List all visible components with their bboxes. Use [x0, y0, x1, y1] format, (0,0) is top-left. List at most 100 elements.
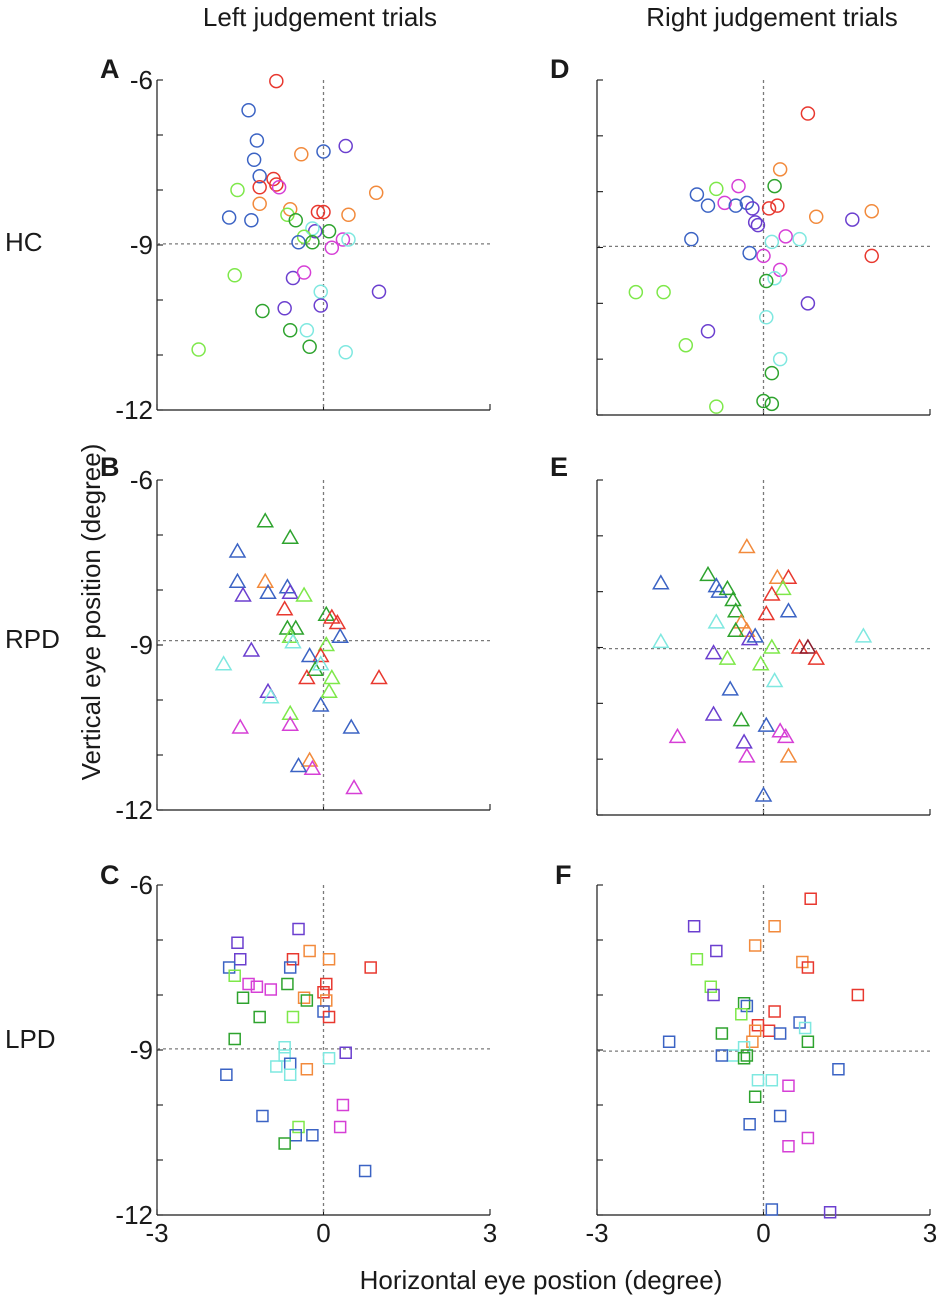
row-label-hc: HC [5, 227, 43, 257]
data-point-triangle [763, 585, 781, 601]
data-point-circle [282, 323, 298, 338]
data-point-square [737, 1052, 751, 1065]
data-point-square [286, 1010, 300, 1024]
data-point-square [801, 961, 815, 974]
panel-letter-c: C [100, 860, 120, 890]
data-point-square [782, 1079, 795, 1092]
data-point-square [743, 1118, 756, 1131]
data-point-square [687, 920, 701, 933]
data-point-square [773, 1109, 787, 1123]
data-point-circle [800, 296, 816, 311]
data-point-square [704, 980, 718, 993]
data-point-square [278, 1041, 291, 1054]
data-point-triangle [300, 646, 319, 663]
y-tick-label-a: -6 [130, 65, 153, 95]
data-point-square [234, 953, 247, 966]
row-label-rpd: RPD [5, 624, 60, 654]
data-point-square [740, 1049, 754, 1062]
data-point-triangle [331, 627, 349, 643]
data-point-square [707, 988, 720, 1002]
data-point-circle [689, 187, 705, 202]
panel-letter-d: D [550, 54, 570, 84]
data-point-circle [313, 284, 328, 299]
data-point-square [306, 1129, 319, 1142]
data-point-triangle [320, 682, 338, 698]
data-point-circle [709, 181, 724, 197]
data-point-triangle [721, 680, 739, 696]
data-point-square [281, 977, 294, 991]
y-tick-label-c: -9 [130, 1035, 153, 1065]
data-point-triangle [799, 638, 817, 654]
data-point-square [303, 944, 316, 958]
data-point-circle [271, 180, 287, 195]
data-point-square [236, 991, 250, 1004]
data-point-triangle [256, 572, 275, 588]
data-point-square [801, 1035, 815, 1048]
data-point-triangle [261, 688, 280, 704]
x-tick-label-f: -3 [585, 1218, 608, 1248]
data-point-square [765, 1203, 779, 1216]
data-point-square [292, 1120, 305, 1134]
data-point-triangle [231, 718, 250, 734]
data-point-circle [764, 234, 780, 250]
data-point-triangle [738, 747, 756, 763]
data-point-circle [739, 195, 755, 211]
data-point-triangle [311, 655, 330, 671]
data-point-triangle [854, 627, 873, 643]
data-point-triangle [228, 572, 247, 588]
data-point-square [283, 1068, 297, 1081]
data-point-circle [249, 133, 265, 148]
data-point-square [320, 994, 333, 1007]
panel-letter-a: A [100, 54, 120, 84]
data-point-circle [764, 396, 780, 412]
data-point-circle [717, 195, 732, 211]
data-point-square [300, 1063, 314, 1076]
data-point-triangle [311, 696, 330, 712]
data-point-circle [767, 178, 782, 194]
data-point-square [253, 1010, 266, 1024]
data-point-circle [772, 351, 788, 367]
data-point-square [765, 1074, 779, 1087]
data-point-circle [656, 284, 671, 300]
data-point-square [823, 1206, 837, 1219]
data-point-circle [700, 198, 716, 213]
data-point-square [798, 1021, 812, 1035]
data-point-circle [191, 342, 206, 357]
data-point-square [690, 953, 704, 966]
data-point-square [322, 1052, 336, 1065]
data-point-triangle [234, 586, 252, 602]
data-point-triangle [652, 574, 670, 590]
data-point-circle [800, 106, 816, 121]
data-point-triangle [740, 630, 759, 646]
data-point-circle [338, 345, 353, 360]
data-point-triangle [726, 621, 745, 637]
data-point-square [737, 997, 751, 1010]
data-point-triangle [328, 613, 347, 630]
data-point-circle [770, 198, 785, 213]
data-point-triangle [342, 718, 361, 734]
data-point-circle [305, 235, 320, 250]
panel-c: C -6 -9 -12-3 0 3 [100, 860, 497, 1248]
data-point-square [339, 1046, 352, 1059]
x-tick-label-f: 0 [756, 1218, 770, 1248]
data-point-circle [324, 240, 340, 255]
data-point-circle [845, 212, 860, 227]
data-point-circle [252, 180, 267, 195]
data-point-triangle [298, 668, 316, 685]
data-point-triangle [779, 568, 798, 584]
data-point-triangle [765, 671, 784, 688]
data-point-triangle [779, 747, 798, 763]
data-point-circle [269, 177, 284, 192]
data-point-triangle [774, 579, 792, 596]
column-title-left: Left judgement trials [203, 2, 437, 32]
data-point-circle [684, 231, 699, 247]
data-point-square [762, 1024, 776, 1037]
data-point-circle [778, 229, 793, 244]
data-point-circle [227, 268, 242, 283]
data-point-square [322, 953, 336, 966]
data-point-square [710, 944, 723, 958]
data-point-triangle [284, 633, 302, 649]
data-point-circle [728, 198, 743, 213]
data-point-square [768, 920, 781, 933]
data-point-triangle [652, 632, 670, 649]
